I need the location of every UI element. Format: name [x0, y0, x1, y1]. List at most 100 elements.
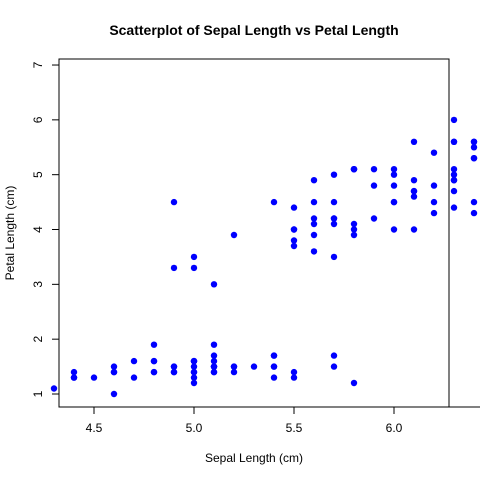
data-point [430, 149, 438, 156]
data-point [210, 368, 218, 376]
data-point [410, 138, 418, 145]
data-point [270, 352, 278, 359]
data-point [170, 368, 178, 376]
data-point [150, 357, 158, 365]
data-point [190, 264, 198, 272]
x-tick-label: 6.0 [386, 421, 403, 435]
data-point [270, 198, 278, 206]
x-axis-label: Sepal Length (cm) [205, 451, 303, 465]
data-point [70, 368, 78, 376]
data-point [350, 220, 358, 228]
data-point [470, 198, 478, 206]
data-point [370, 182, 378, 189]
data-point [430, 182, 438, 189]
x-tick-label: 5.5 [286, 421, 303, 435]
y-tick-label: 7 [31, 61, 45, 68]
data-point [450, 138, 458, 145]
data-point [410, 187, 418, 195]
data-point [470, 138, 478, 145]
x-axis: 4.55.05.56.06.57.07.58.0 [86, 406, 480, 435]
data-point [50, 385, 58, 392]
data-point [430, 209, 438, 217]
plot-area-frame [58, 58, 450, 408]
data-point [290, 368, 298, 376]
data-point [230, 363, 238, 370]
data-point [310, 177, 318, 184]
y-tick-label: 4 [31, 226, 45, 233]
data-point [190, 363, 198, 370]
y-tick-label: 2 [31, 336, 45, 343]
data-point [410, 177, 418, 184]
data-point [270, 374, 278, 381]
data-point [190, 379, 198, 387]
data-point [150, 368, 158, 376]
data-point [350, 226, 358, 233]
data-point [190, 253, 198, 261]
data-point [390, 226, 398, 233]
data-point [310, 231, 318, 239]
data-point [430, 198, 438, 206]
data-point [310, 215, 318, 222]
data-point [190, 368, 198, 376]
data-point [290, 242, 298, 250]
y-tick-label: 5 [31, 171, 45, 178]
data-point [210, 352, 218, 359]
data-point [390, 166, 398, 173]
data-point [330, 198, 338, 206]
data-point [230, 368, 238, 376]
y-tick-label: 6 [31, 116, 45, 123]
y-tick-label: 3 [31, 281, 45, 288]
data-point [210, 281, 218, 288]
data-point [330, 215, 338, 222]
data-point [250, 363, 258, 370]
data-point [370, 166, 378, 173]
y-axis-label: Petal Length (cm) [3, 186, 17, 281]
data-point [190, 374, 198, 381]
data-point [170, 198, 178, 206]
data-point [290, 226, 298, 233]
data-point [90, 374, 98, 381]
data-point [310, 220, 318, 228]
data-point [290, 374, 298, 381]
data-point [330, 171, 338, 178]
data-point [230, 231, 238, 239]
chart-title: Scatterplot of Sepal Length vs Petal Len… [109, 22, 398, 38]
data-point [370, 215, 378, 222]
data-point [290, 237, 298, 244]
data-point [350, 231, 358, 239]
data-point [410, 193, 418, 200]
data-point [390, 198, 398, 206]
data-point [70, 374, 78, 381]
data-point [450, 187, 458, 195]
data-point [450, 116, 458, 124]
data-point [210, 341, 218, 348]
data-point [310, 198, 318, 206]
data-point [170, 363, 178, 370]
data-point [130, 357, 138, 365]
data-point [210, 363, 218, 370]
data-point [330, 352, 338, 359]
x-tick-label: 4.5 [86, 421, 103, 435]
y-axis: 1 2 3 4 5 6 7 [31, 61, 60, 397]
data-point [110, 390, 118, 398]
data-point [170, 264, 178, 272]
data-point [150, 341, 158, 348]
data-point [190, 357, 198, 365]
data-point [130, 374, 138, 381]
data-point [390, 182, 398, 189]
data-point [470, 144, 478, 151]
data-point [330, 253, 338, 261]
data-point [450, 166, 458, 173]
data-point [290, 204, 298, 211]
y-tick-label: 1 [31, 390, 45, 397]
data-point [450, 177, 458, 184]
data-point [450, 204, 458, 211]
data-point [390, 171, 398, 178]
data-point [350, 379, 358, 387]
data-point [470, 209, 478, 217]
points-layer [50, 116, 478, 398]
data-point [330, 220, 338, 228]
data-point [410, 226, 418, 233]
data-point [210, 357, 218, 365]
